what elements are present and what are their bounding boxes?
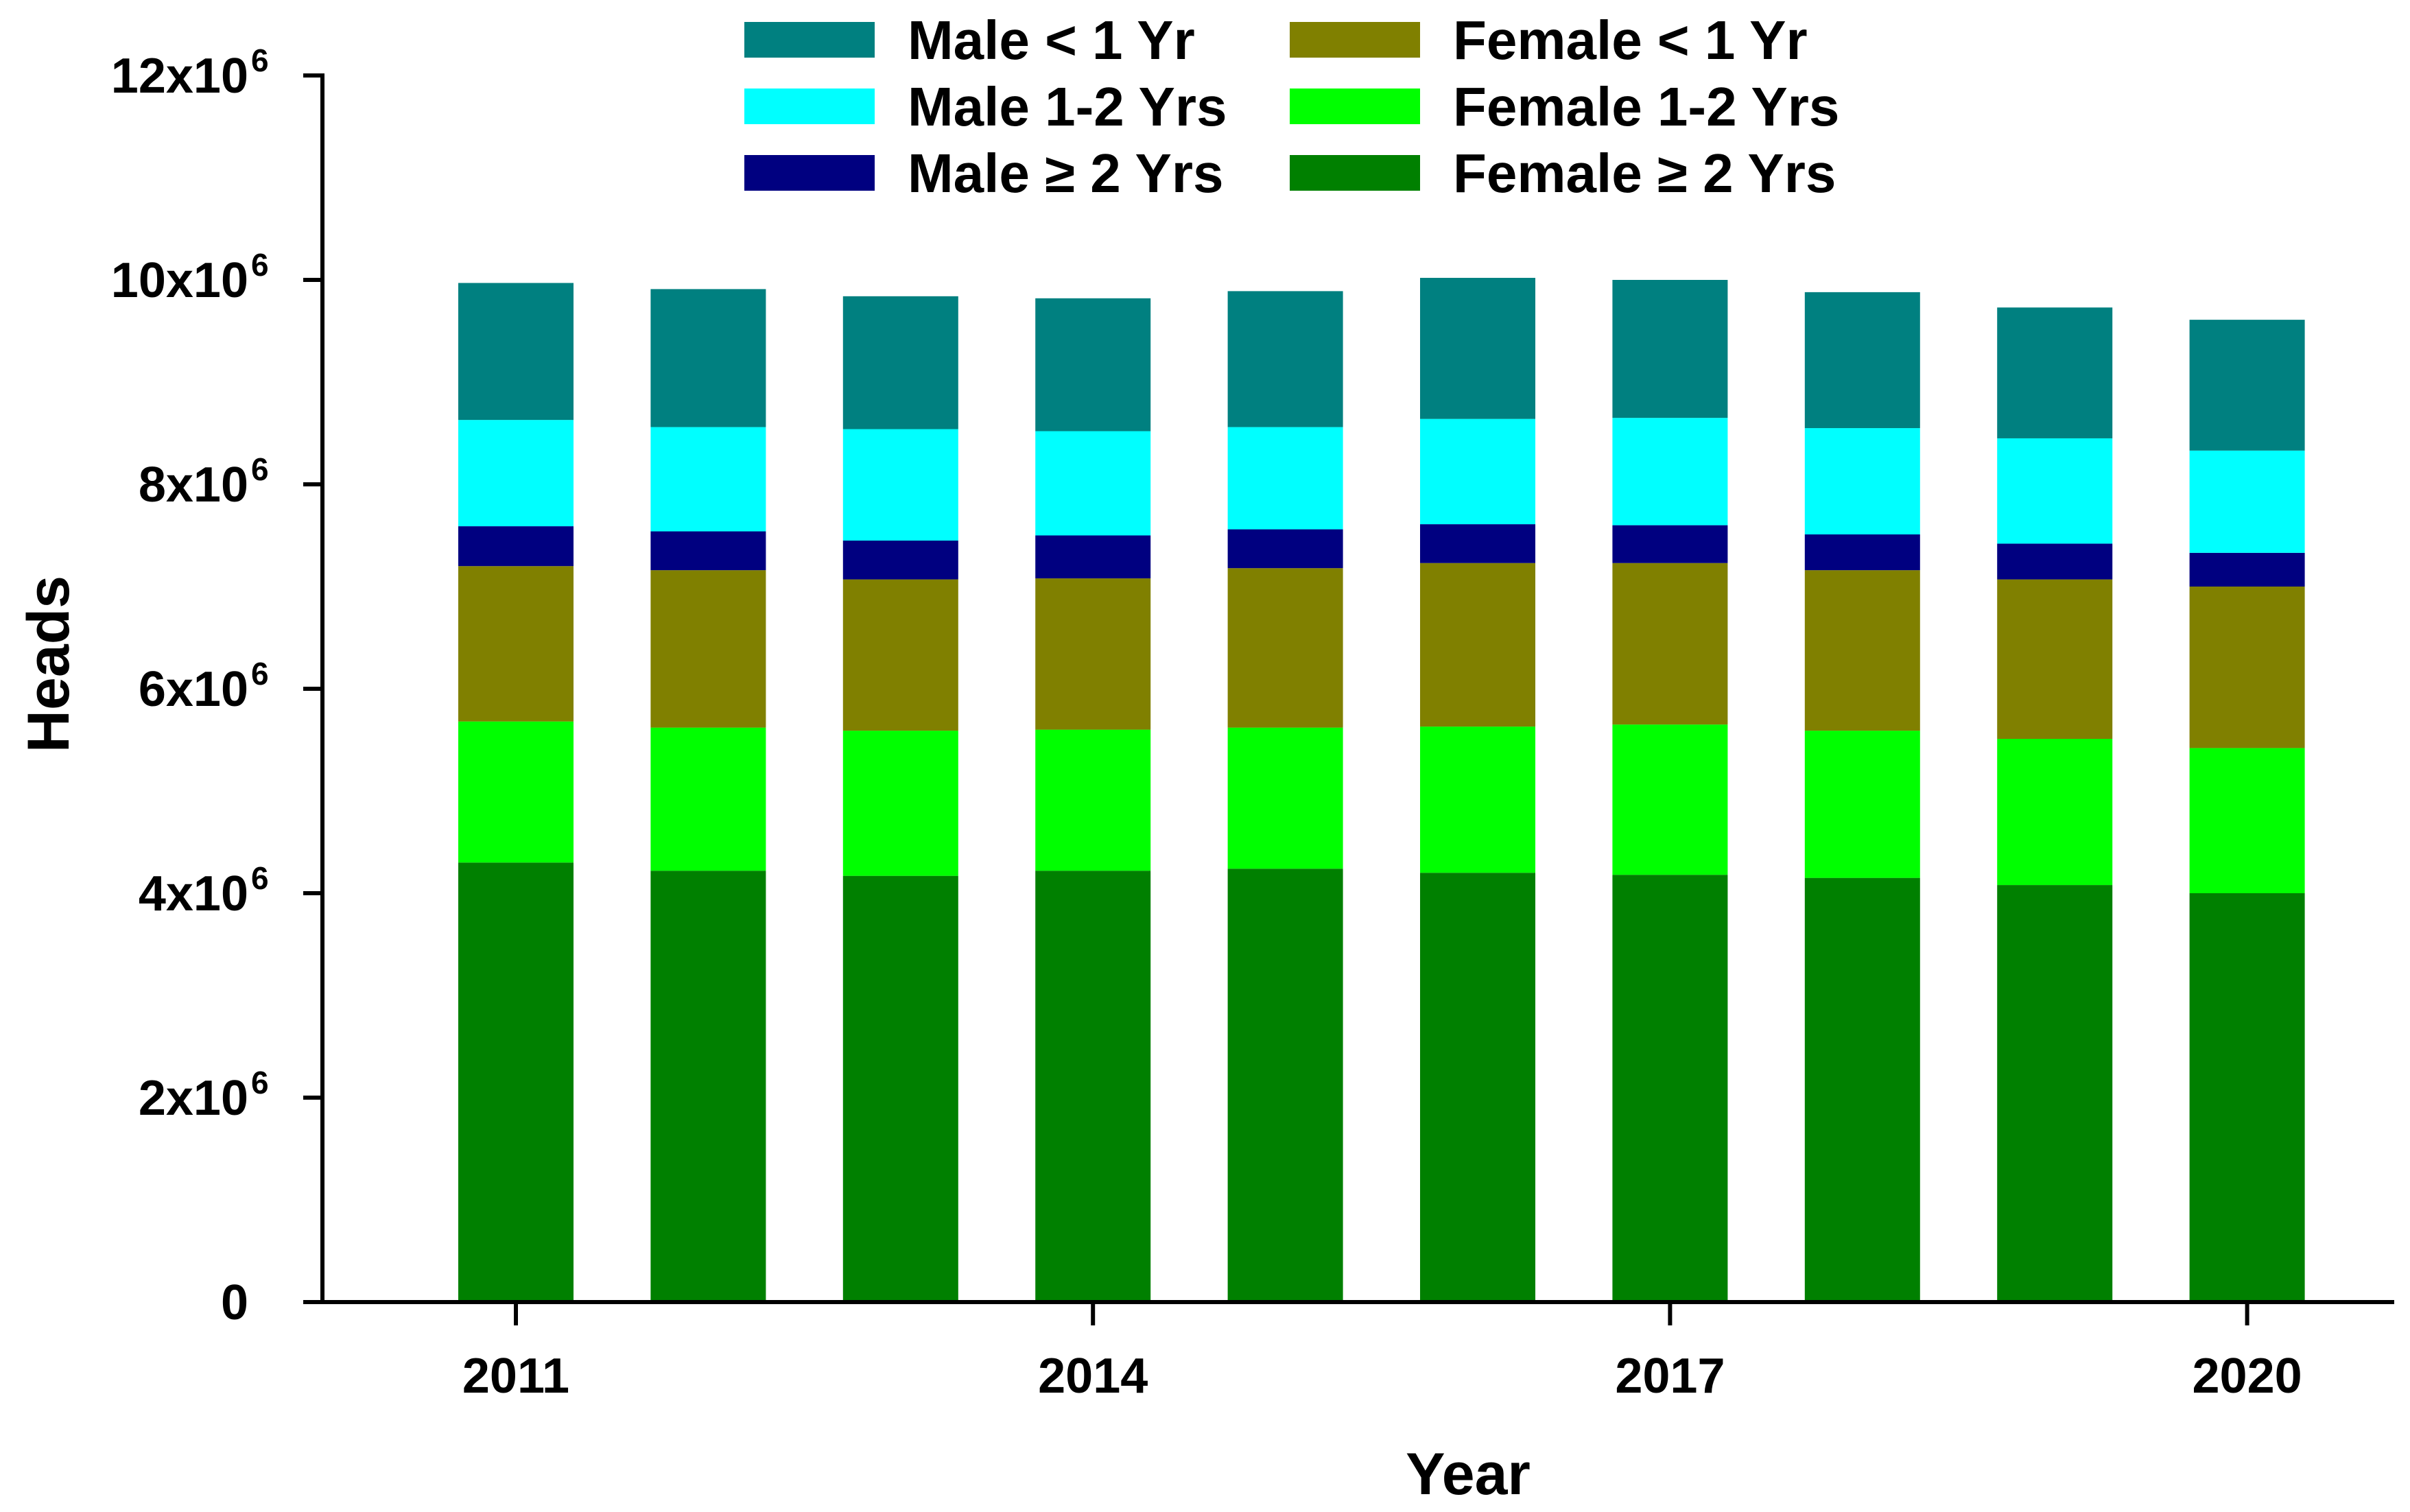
bar-2020-female-1-yr <box>2189 587 2305 748</box>
y-axis-title: Heads <box>16 576 82 753</box>
bars-group <box>458 278 2305 1302</box>
bar-2018-male-1-yr <box>1804 292 1920 429</box>
bar-2017-male-1-yr <box>1612 280 1728 418</box>
bar-2013-female-1-2-yrs <box>842 731 958 876</box>
y-tick-exponent: 6 <box>251 247 269 283</box>
bar-2014-male-2-yrs <box>1035 535 1151 579</box>
bar-2014-female-2-yrs <box>1035 871 1151 1302</box>
bar-2020-female-2-yrs <box>2189 893 2305 1302</box>
bar-2020-female-1-2-yrs <box>2189 748 2305 893</box>
bar-2019-male-1-yr <box>1997 307 2113 438</box>
bar-2017-female-1-yr <box>1612 563 1728 725</box>
bar-2016-female-1-2-yrs <box>1420 727 1535 873</box>
bar-2012-female-1-2-yrs <box>650 727 766 871</box>
bar-2015-male-1-yr <box>1227 291 1343 427</box>
bar-2014-female-1-2-yrs <box>1035 729 1151 871</box>
bar-2019-male-2-yrs <box>1997 543 2113 580</box>
bar-2019-female-1-yr <box>1997 579 2113 740</box>
y-tick-exponent: 6 <box>251 1065 269 1100</box>
legend-label: Male 1-2 Yrs <box>908 76 1227 137</box>
y-tick-exponent: 6 <box>251 43 269 78</box>
bar-2017-female-2-yrs <box>1612 875 1728 1302</box>
bar-2020-male-2-yrs <box>2189 552 2305 587</box>
y-tick-label: 10x10 <box>111 253 248 308</box>
bar-2016-male-2-yrs <box>1420 524 1535 563</box>
x-axis-title: Year <box>1406 1441 1531 1507</box>
legend-swatch <box>744 22 875 58</box>
bar-2013-male-1-yr <box>842 296 958 429</box>
legend-swatch <box>1290 88 1420 124</box>
x-tick-label: 2011 <box>462 1349 569 1404</box>
y-tick-label: 8x10 <box>139 458 248 512</box>
bar-2019-female-2-yrs <box>1997 885 2113 1302</box>
x-tick-label: 2020 <box>2193 1349 2302 1404</box>
bar-2017-male-1-2-yrs <box>1612 418 1728 525</box>
bar-2017-female-1-2-yrs <box>1612 724 1728 875</box>
x-ticks-group: 2011 2014 2017 2020 <box>462 1302 2302 1404</box>
legend-swatch <box>744 155 875 191</box>
bar-2017-male-2-yrs <box>1612 525 1728 563</box>
bar-2012-male-1-yr <box>650 289 766 427</box>
bar-2016-male-1-yr <box>1420 278 1535 419</box>
y-tick-label: 6x10 <box>139 662 248 717</box>
bar-2020-male-1-2-yrs <box>2189 450 2305 553</box>
bar-2015-female-1-yr <box>1227 568 1343 728</box>
bar-2016-male-1-2-yrs <box>1420 418 1535 525</box>
bar-2012-female-1-yr <box>650 570 766 728</box>
bar-2013-male-2-yrs <box>842 540 958 580</box>
bar-2011-male-1-yr <box>458 283 574 421</box>
bar-2016-female-2-yrs <box>1420 873 1535 1302</box>
bar-2012-male-2-yrs <box>650 531 766 571</box>
legend-label: Female 1-2 Yrs <box>1453 76 1839 137</box>
bar-2016-female-1-yr <box>1420 563 1535 727</box>
y-tick-label: 4x10 <box>139 866 248 921</box>
bar-2018-female-1-2-yrs <box>1804 731 1920 878</box>
bar-2018-female-2-yrs <box>1804 877 1920 1302</box>
x-tick-label: 2014 <box>1038 1349 1148 1404</box>
bar-2015-male-2-yrs <box>1227 529 1343 569</box>
bar-2014-female-1-yr <box>1035 578 1151 730</box>
legend-label: Female < 1 Yr <box>1453 10 1808 71</box>
bar-2020-male-1-yr <box>2189 320 2305 451</box>
bar-2013-female-2-yrs <box>842 875 958 1302</box>
y-tick-exponent: 6 <box>251 451 269 487</box>
bar-2012-male-1-2-yrs <box>650 427 766 532</box>
legend-swatch <box>1290 155 1420 191</box>
bar-2015-female-2-yrs <box>1227 869 1343 1302</box>
y-tick-label: 2x10 <box>139 1071 248 1126</box>
bar-2015-male-1-2-yrs <box>1227 427 1343 530</box>
legend-label: Female ≥ 2 Yrs <box>1453 143 1836 204</box>
bar-2018-female-1-yr <box>1804 570 1920 731</box>
bar-2011-female-2-yrs <box>458 862 574 1302</box>
bar-2019-male-1-2-yrs <box>1997 438 2113 544</box>
legend-label: Male < 1 Yr <box>908 10 1195 71</box>
y-tick-label: 0 <box>221 1275 248 1330</box>
x-tick-label: 2017 <box>1615 1349 1725 1404</box>
bar-2012-female-2-yrs <box>650 871 766 1302</box>
bar-2015-female-1-2-yrs <box>1227 727 1343 869</box>
bar-2013-male-1-2-yrs <box>842 429 958 541</box>
legend-swatch <box>744 88 875 124</box>
bar-2011-male-2-yrs <box>458 526 574 567</box>
y-tick-exponent: 6 <box>251 860 269 896</box>
legend-swatch <box>1290 22 1420 58</box>
bar-2011-female-1-2-yrs <box>458 721 574 863</box>
bar-2013-female-1-yr <box>842 579 958 731</box>
y-tick-exponent: 6 <box>251 656 269 692</box>
legend-label: Male ≥ 2 Yrs <box>908 143 1223 204</box>
bar-2011-female-1-yr <box>458 566 574 722</box>
bar-2011-male-1-2-yrs <box>458 420 574 527</box>
bar-2014-male-1-2-yrs <box>1035 431 1151 536</box>
bar-2014-male-1-yr <box>1035 298 1151 432</box>
bar-2018-male-1-2-yrs <box>1804 428 1920 535</box>
bar-2018-male-2-yrs <box>1804 534 1920 571</box>
y-tick-label: 12x10 <box>111 49 248 104</box>
bar-2019-female-1-2-yrs <box>1997 739 2113 886</box>
